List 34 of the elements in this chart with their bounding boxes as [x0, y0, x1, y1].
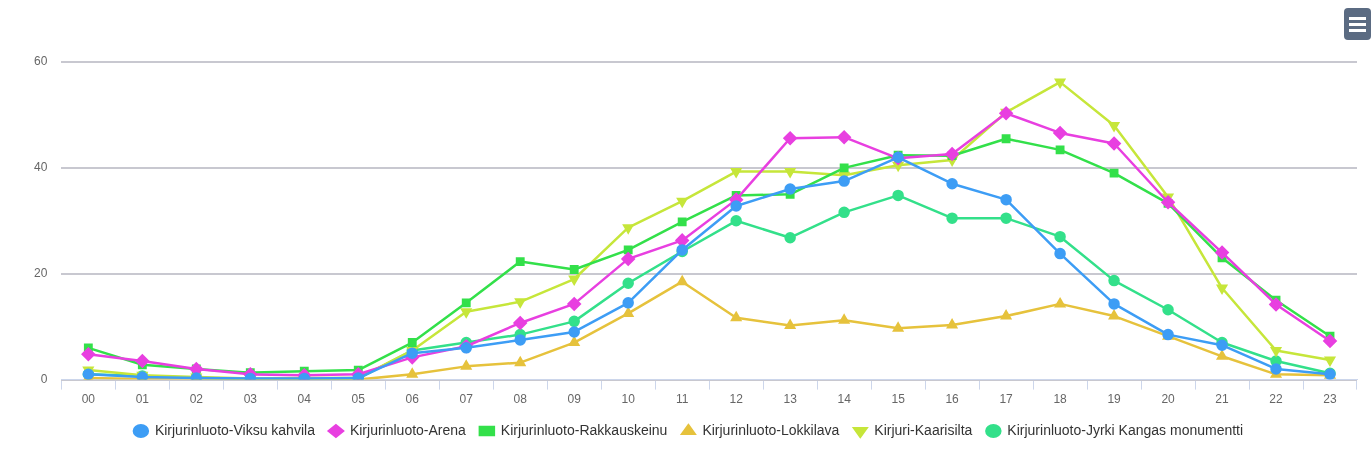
x-tick-label: 12 — [729, 392, 744, 407]
x-tick-label: 09 — [567, 392, 582, 407]
x-tick-label: 06 — [405, 392, 420, 407]
x-tick-label: 13 — [783, 392, 798, 407]
x-tick-label: 20 — [1161, 392, 1176, 407]
x-tick-label: 14 — [837, 392, 852, 407]
y-tick-label: 60 — [33, 54, 48, 69]
x-tick-label: 04 — [297, 392, 312, 407]
x-tick-label: 08 — [513, 392, 528, 407]
y-tick-label: 20 — [33, 266, 48, 281]
x-tick-label: 19 — [1107, 392, 1122, 407]
x-tick-label: 16 — [945, 392, 960, 407]
x-tick-label: 05 — [351, 392, 366, 407]
x-tick-label: 18 — [1053, 392, 1068, 407]
x-tick-label: 10 — [621, 392, 636, 407]
x-tick-label: 03 — [243, 392, 258, 407]
legend-label: Kirjurinluoto-Rakkauskeinu — [500, 421, 668, 438]
x-tick-label: 17 — [999, 392, 1014, 407]
x-tick-label: 23 — [1323, 392, 1337, 407]
legend-label: Kirjurinluoto-Lokkilava — [702, 421, 840, 438]
x-tick-label: 21 — [1215, 392, 1230, 407]
x-tick-label: 07 — [459, 392, 474, 407]
x-tick-label: 01 — [135, 392, 150, 407]
x-tick-label: 15 — [891, 392, 906, 407]
legend-label: Kirjurinluoto-Arena — [349, 421, 467, 438]
legend-label: Kirjurinluoto-Viksu kahvila — [154, 421, 316, 438]
x-tick-label: 00 — [81, 392, 96, 407]
y-tick-label: 0 — [40, 371, 48, 386]
x-tick-label: 11 — [675, 392, 689, 407]
x-tick-label: 22 — [1269, 392, 1284, 407]
x-tick-label: 02 — [189, 392, 204, 407]
legend-label: Kirjuri-Kaarisilta — [874, 421, 973, 438]
legend-label: Kirjurinluoto-Jyrki Kangas monumentti — [1007, 421, 1244, 438]
y-tick-label: 40 — [33, 160, 48, 175]
